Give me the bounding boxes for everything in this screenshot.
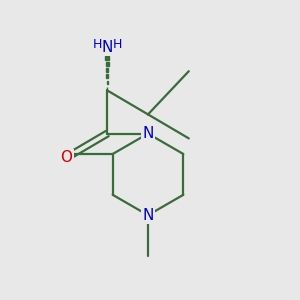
Text: N: N: [101, 40, 113, 55]
Text: N: N: [142, 126, 154, 141]
Text: O: O: [60, 150, 72, 165]
Polygon shape: [105, 50, 109, 53]
Polygon shape: [106, 68, 108, 72]
Text: H: H: [112, 38, 122, 51]
Polygon shape: [107, 80, 108, 84]
Polygon shape: [106, 74, 108, 78]
Text: N: N: [142, 208, 154, 223]
Text: H: H: [92, 38, 102, 51]
Polygon shape: [106, 62, 109, 66]
Polygon shape: [105, 56, 109, 59]
